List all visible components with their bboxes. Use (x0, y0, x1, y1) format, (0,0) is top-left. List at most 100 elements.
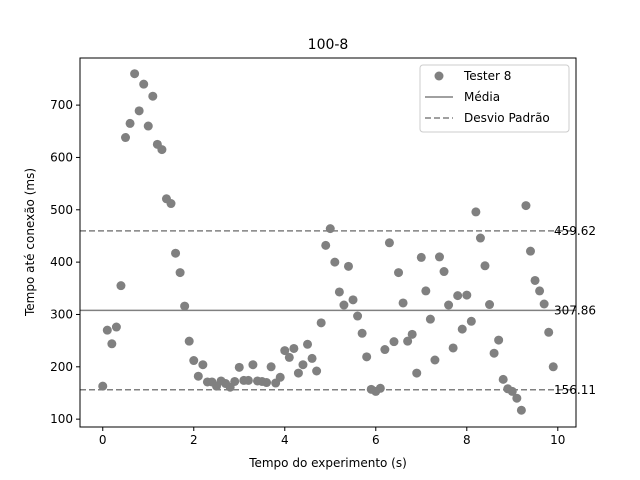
data-point (198, 360, 208, 370)
data-point (98, 381, 108, 391)
chart-title: 100-8 (308, 37, 349, 53)
data-point (339, 300, 349, 310)
data-point (439, 267, 449, 277)
y-tick-label: 100 (50, 412, 73, 426)
data-point (343, 261, 353, 271)
x-tick-label: 8 (463, 433, 471, 447)
data-point (284, 352, 294, 362)
data-point (416, 252, 426, 262)
data-point (280, 346, 290, 356)
y-tick-label: 200 (50, 360, 73, 374)
data-point (407, 329, 417, 339)
data-point (466, 316, 476, 326)
data-point (262, 378, 272, 388)
data-point (275, 372, 285, 382)
data-point (111, 322, 121, 332)
legend-marker-point (434, 71, 444, 81)
data-point (475, 233, 485, 243)
reference-value-label: 156.11 (554, 383, 596, 397)
plot-area: 307.86 459.62 156.11 (80, 69, 596, 415)
reference-value-label: 307.86 (554, 303, 596, 317)
data-point (289, 343, 299, 353)
data-point (184, 336, 194, 346)
data-point (107, 339, 117, 349)
data-point (494, 335, 504, 345)
data-point (398, 298, 408, 308)
data-point (175, 268, 185, 278)
data-point (394, 268, 404, 278)
y-tick-label: 300 (50, 307, 73, 321)
data-point (457, 324, 467, 334)
data-point (157, 145, 167, 155)
data-point (130, 69, 140, 79)
data-point (525, 246, 535, 256)
data-point (180, 301, 190, 311)
data-point (544, 327, 554, 337)
data-point (421, 286, 431, 296)
data-point (434, 252, 444, 262)
legend-label: Tester 8 (463, 69, 511, 83)
data-point (125, 118, 135, 128)
data-point (512, 393, 522, 403)
legend-label: Média (464, 90, 500, 104)
data-point (430, 355, 440, 365)
legend: Tester 8 Média Desvio Padrão (419, 64, 570, 133)
data-point (348, 295, 358, 305)
data-point (134, 106, 144, 116)
data-point (316, 318, 326, 328)
data-point (334, 287, 344, 297)
data-point (116, 281, 126, 291)
data-point (312, 366, 322, 376)
data-point (298, 360, 308, 370)
data-point (266, 362, 276, 372)
data-point (489, 348, 499, 358)
data-point (353, 311, 363, 321)
data-point (380, 345, 390, 355)
x-axis: 0 2 4 6 8 10 (99, 427, 565, 447)
plot-frame (79, 57, 577, 428)
data-point (303, 339, 313, 349)
data-point (243, 375, 253, 385)
data-point (516, 405, 526, 415)
data-point (530, 275, 540, 285)
data-point (480, 261, 490, 271)
data-point (148, 91, 158, 101)
data-point (521, 201, 531, 211)
x-tick-label: 0 (99, 433, 107, 447)
data-point (193, 371, 203, 381)
data-point (384, 238, 394, 248)
y-tick-label: 400 (50, 255, 73, 269)
x-tick-label: 2 (190, 433, 198, 447)
data-point (471, 207, 481, 217)
data-point (121, 133, 131, 143)
data-point (234, 362, 244, 372)
y-tick-label: 500 (50, 203, 73, 217)
data-point (357, 328, 367, 338)
data-point (166, 199, 176, 209)
data-point (548, 362, 558, 372)
y-axis-label: Tempo até conexão (ms) (23, 168, 37, 317)
y-tick-label: 600 (50, 150, 73, 164)
data-point (425, 314, 435, 324)
x-tick-label: 10 (550, 433, 565, 447)
data-point (171, 248, 181, 258)
data-point (498, 374, 508, 384)
data-point (453, 291, 463, 301)
x-tick-label: 4 (281, 433, 289, 447)
data-point (412, 368, 422, 378)
data-point (230, 376, 240, 386)
data-point (444, 300, 454, 310)
data-point (539, 299, 549, 309)
data-point (389, 337, 399, 347)
data-point (485, 300, 495, 310)
legend-label: Desvio Padrão (464, 111, 550, 125)
data-point (448, 343, 458, 353)
data-point (143, 121, 153, 131)
y-axis: 100 200 300 400 500 600 700 (50, 98, 80, 426)
data-point (189, 356, 199, 366)
data-point (248, 360, 258, 370)
data-point (293, 368, 303, 378)
x-tick-label: 6 (372, 433, 380, 447)
data-point (535, 286, 545, 296)
